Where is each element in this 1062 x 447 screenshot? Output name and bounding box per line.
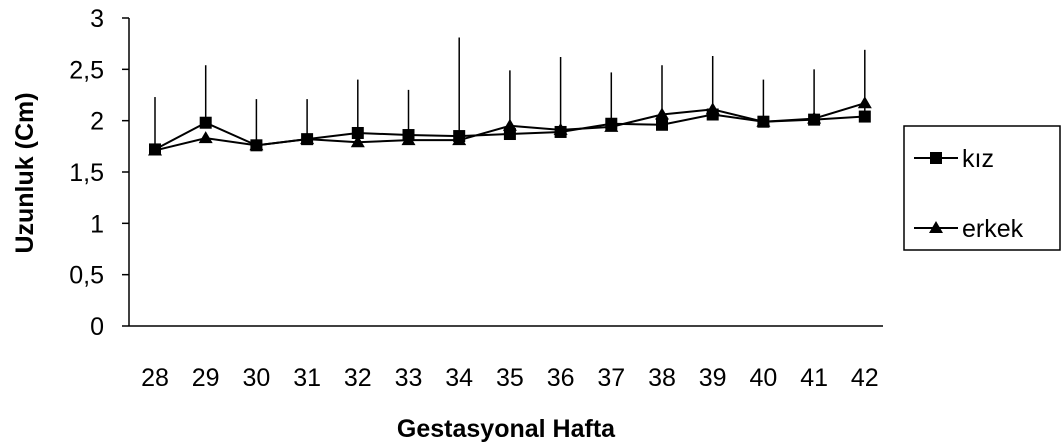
y-tick-label: 0 <box>90 313 104 341</box>
y-tick-label: 3 <box>90 5 104 33</box>
data-point-triangle <box>452 133 467 146</box>
data-point-triangle <box>604 119 619 132</box>
data-point-square <box>351 126 364 139</box>
x-tick-label: 30 <box>242 364 270 392</box>
data-point-triangle <box>249 138 264 151</box>
legend-label-erkek: erkek <box>962 215 1024 243</box>
x-tick-label: 38 <box>648 364 676 392</box>
x-tick-label: 42 <box>851 364 879 392</box>
x-axis-title: Gestasyonal Hafta <box>397 415 616 443</box>
data-point-triangle <box>300 132 315 145</box>
x-tick-label: 29 <box>192 364 220 392</box>
y-tick-label: 2 <box>90 108 104 136</box>
tick-labels: 0 0,5 1 1,5 2 2,5 3 28 29 30 31 32 33 34 35 36 37 38 39 40 4… <box>69 5 878 392</box>
data-point-triangle <box>350 135 365 148</box>
x-tick-label: 33 <box>395 364 423 392</box>
x-tick-label: 32 <box>344 364 372 392</box>
legend-marker-triangle <box>929 221 943 233</box>
x-tick-label: 34 <box>445 364 473 392</box>
data-point-triangle <box>401 133 416 146</box>
data-point-square <box>656 118 668 131</box>
axes <box>122 17 883 327</box>
data-point-square <box>199 116 212 129</box>
series-lines <box>148 96 872 156</box>
x-tick-label: 35 <box>496 364 524 392</box>
y-tick-label: 2,5 <box>69 56 104 84</box>
data-point-triangle <box>807 111 822 124</box>
data-point-square <box>858 110 871 123</box>
x-tick-label: 41 <box>800 364 828 392</box>
x-tick-label: 31 <box>293 364 321 392</box>
x-tick-label: 37 <box>597 364 625 392</box>
y-tick-label: 1,5 <box>69 159 104 187</box>
data-point-triangle <box>756 114 771 127</box>
x-tick-label: 36 <box>547 364 575 392</box>
y-tick-label: 1 <box>90 210 104 238</box>
data-point-triangle <box>857 96 872 109</box>
legend-box <box>903 125 1061 251</box>
x-tick-label: 40 <box>749 364 777 392</box>
x-tick-label: 28 <box>141 364 169 392</box>
legend: kız erkek <box>903 125 1061 251</box>
data-point-triangle <box>148 143 162 156</box>
y-axis-title: Uzunluk (Cm) <box>11 92 39 253</box>
y-tick-label: 0,5 <box>69 262 104 290</box>
legend-marker-square <box>930 152 942 164</box>
data-point-square <box>503 128 516 141</box>
data-point-triangle <box>553 122 568 135</box>
data-point-triangle <box>502 118 517 131</box>
x-tick-label: 39 <box>699 364 727 392</box>
data-point-triangle <box>655 107 669 120</box>
data-point-triangle <box>198 131 213 144</box>
error-bars <box>154 37 866 150</box>
legend-label-kiz: kız <box>962 145 994 173</box>
data-point-triangle <box>705 102 720 115</box>
